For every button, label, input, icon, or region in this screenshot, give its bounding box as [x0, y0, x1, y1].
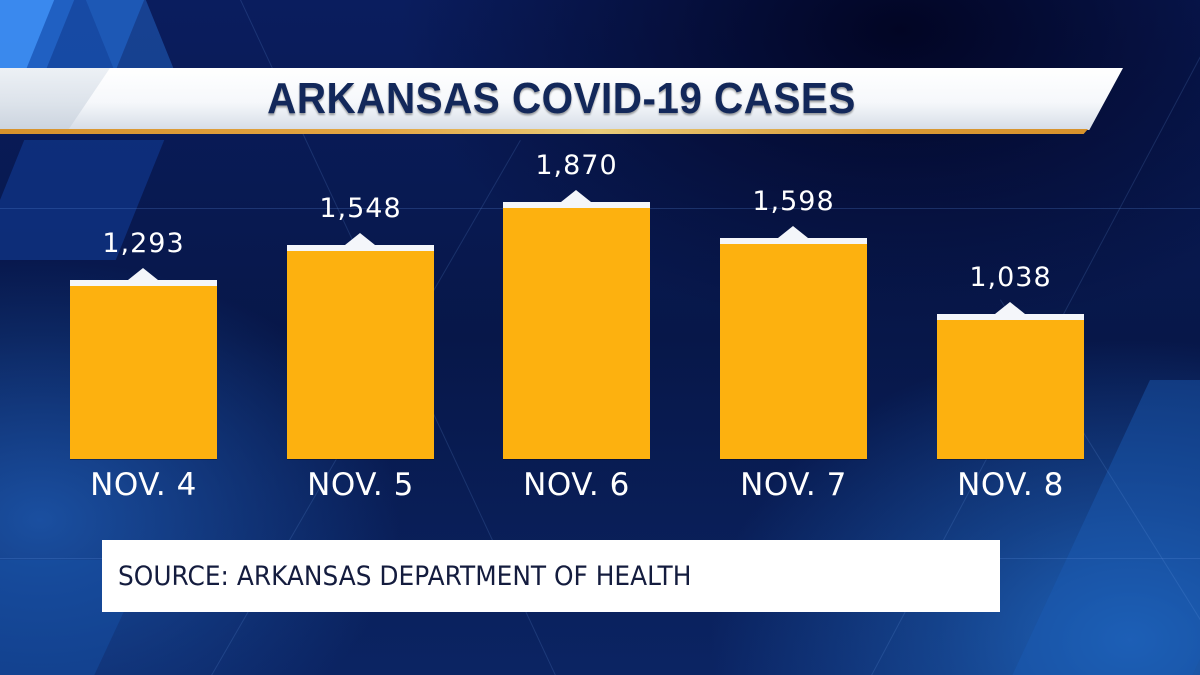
bar-value-label: 1,870 — [535, 150, 618, 181]
source-credit: SOURCE: ARKANSAS DEPARTMENT OF HEALTH — [118, 560, 692, 592]
bar-pointer — [128, 268, 158, 280]
bar — [937, 302, 1084, 459]
bar — [720, 226, 867, 459]
bar-value-label: 1,038 — [969, 262, 1052, 293]
chart-title: ARKANSAS COVID-19 CASES — [267, 74, 856, 123]
x-axis-label: NOV. 4 — [90, 467, 197, 503]
x-axis-label: NOV. 8 — [957, 467, 1064, 503]
bar-pointer — [345, 233, 375, 245]
x-axis-label: NOV. 5 — [307, 467, 414, 503]
bar-value-label: 1,548 — [319, 193, 402, 224]
bar-cap — [937, 314, 1084, 320]
bar — [287, 233, 434, 459]
title-accent-stripe — [0, 129, 1088, 134]
bar-pointer — [778, 226, 808, 238]
x-axis-label: NOV. 6 — [523, 467, 630, 503]
x-axis-label: NOV. 7 — [740, 467, 847, 503]
bar — [503, 190, 650, 459]
bar-cap — [287, 245, 434, 251]
bar-cap — [503, 202, 650, 208]
bar-cap — [720, 238, 867, 244]
bar-value-label: 1,598 — [752, 186, 835, 217]
title-banner — [0, 68, 1123, 130]
bar-pointer — [561, 190, 591, 202]
bar-cap — [70, 280, 217, 286]
bar — [70, 268, 217, 459]
source-box: SOURCE: ARKANSAS DEPARTMENT OF HEALTH — [102, 540, 1000, 612]
bar-value-label: 1,293 — [102, 228, 185, 259]
bar-pointer — [995, 302, 1025, 314]
